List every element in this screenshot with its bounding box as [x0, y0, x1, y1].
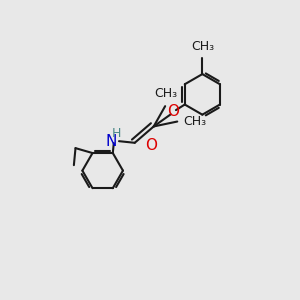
Text: N: N — [105, 134, 116, 149]
Text: CH₃: CH₃ — [191, 40, 214, 53]
Text: CH₃: CH₃ — [183, 115, 206, 128]
Text: O: O — [145, 139, 157, 154]
Text: CH₃: CH₃ — [154, 87, 177, 100]
Text: H: H — [112, 128, 121, 140]
Text: O: O — [167, 104, 179, 119]
